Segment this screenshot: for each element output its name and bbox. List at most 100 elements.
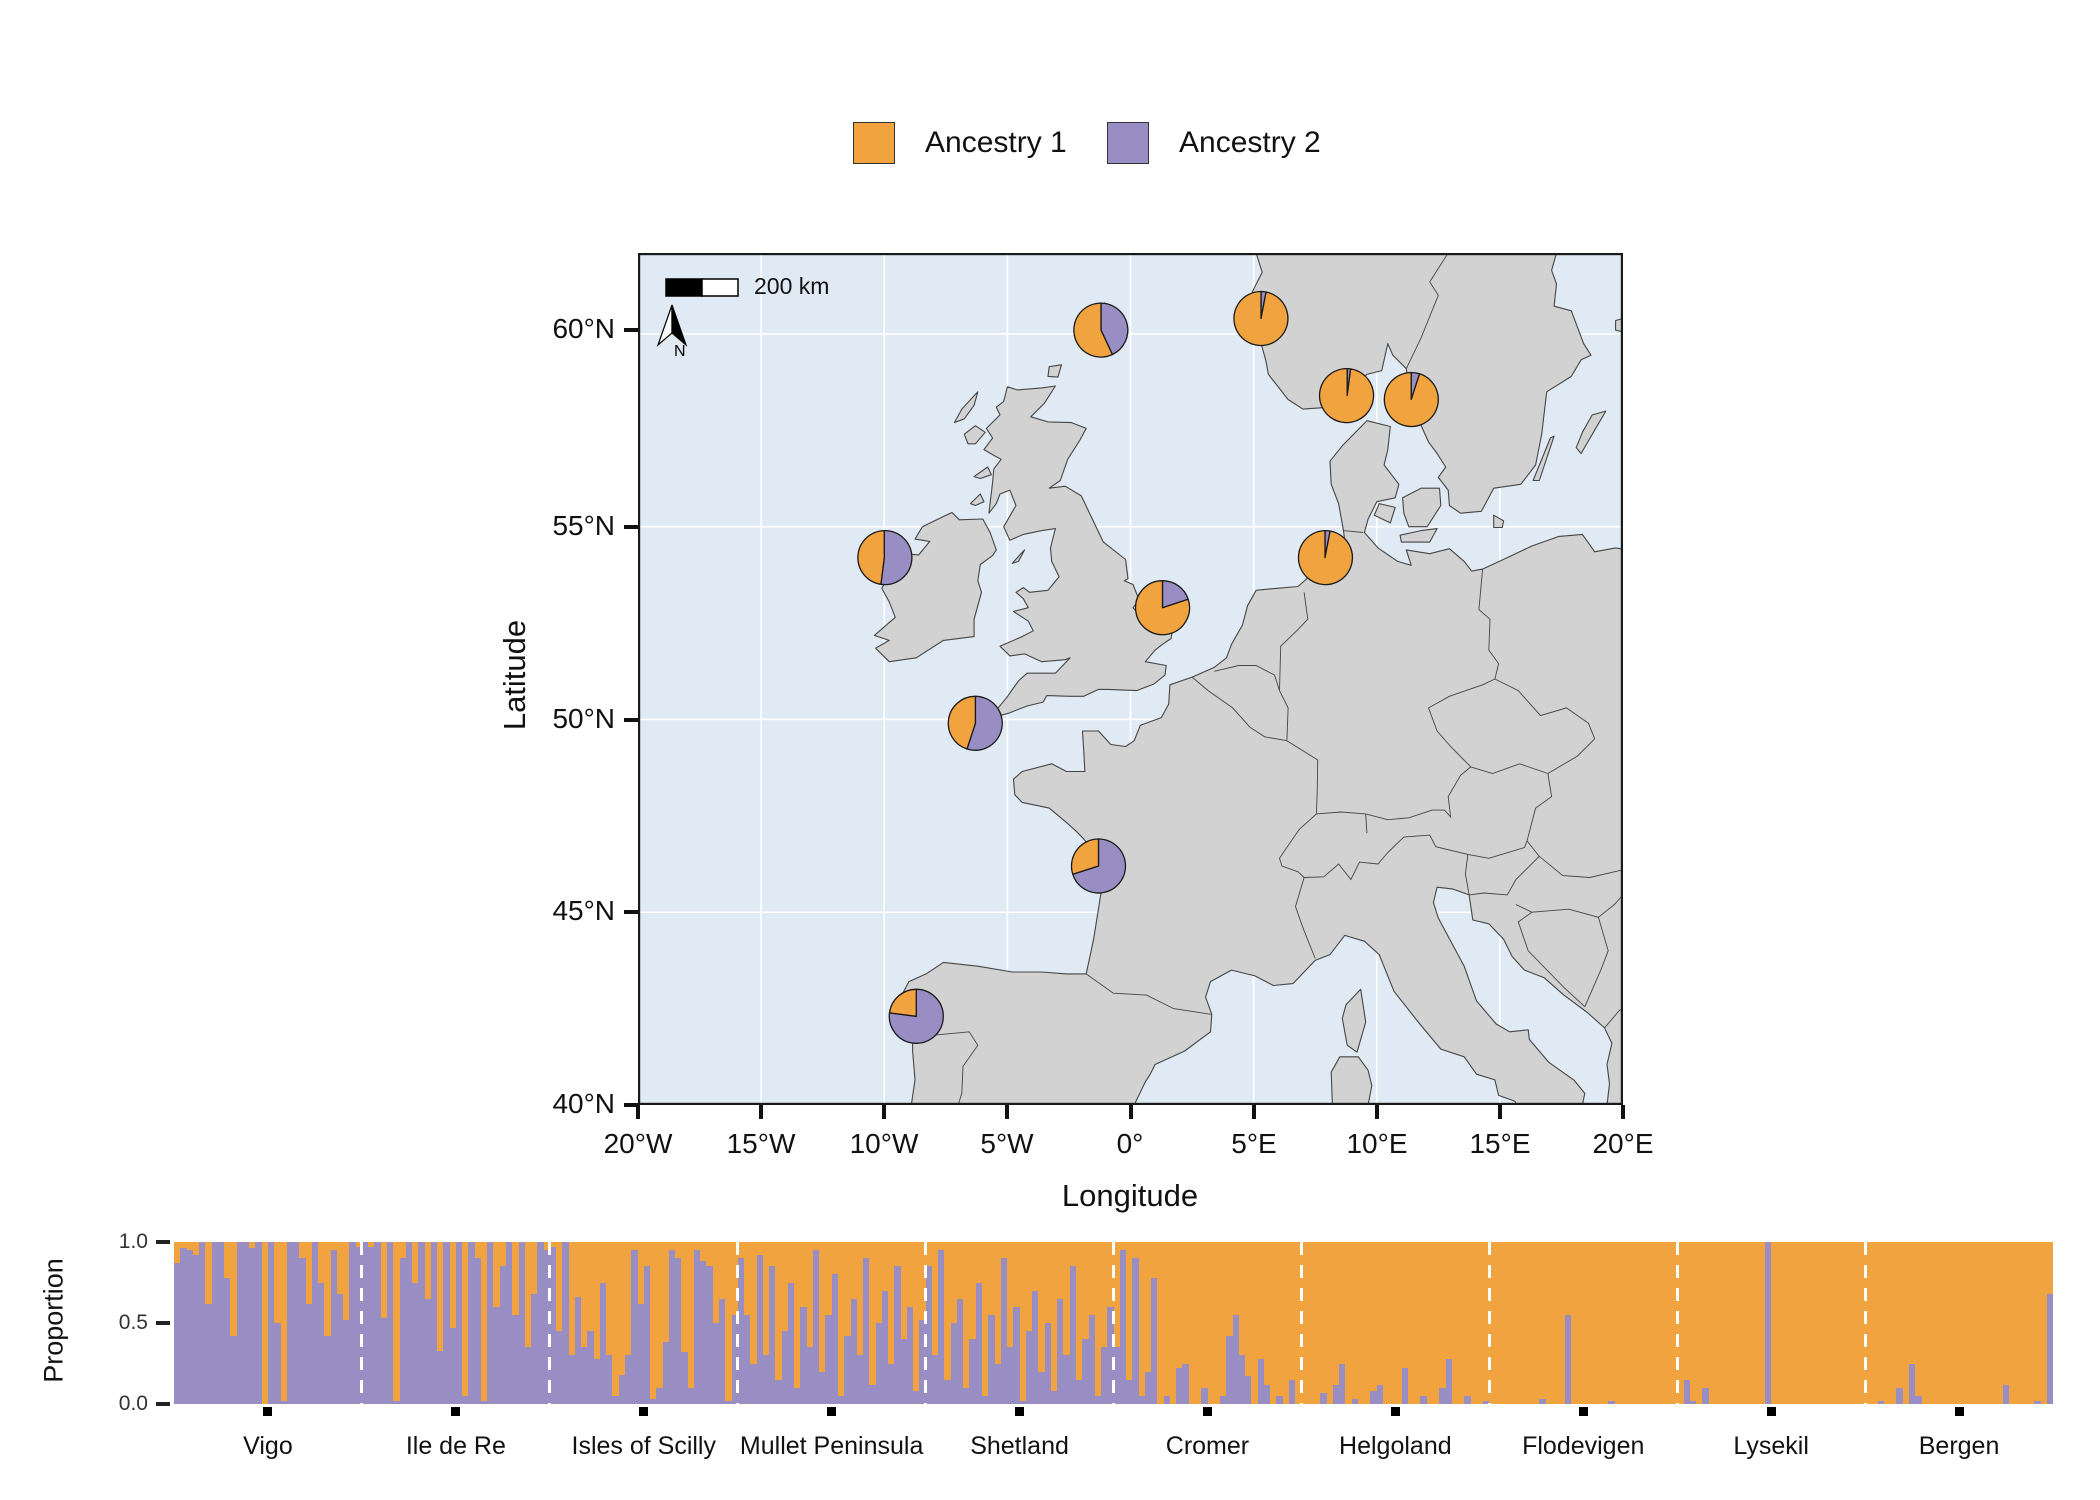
admixture-bar: [769, 1242, 776, 1404]
admixture-bar: [700, 1242, 707, 1404]
ancestry2-segment: [199, 1242, 206, 1404]
country-border: [1365, 766, 1472, 821]
admixture-bar: [192, 1242, 200, 1404]
admixture-bar: [581, 1242, 588, 1404]
admixture-bar: [913, 1242, 920, 1404]
lon-tick-20W: [636, 1105, 640, 1119]
ancestry2-segment: [224, 1277, 231, 1404]
admixture-bar: [1401, 1242, 1408, 1404]
land-island: [1402, 487, 1442, 528]
admixture-bar: [1802, 1242, 1809, 1404]
ancestry2-segment: [305, 1303, 312, 1404]
admixture-bar: [1107, 1242, 1114, 1404]
lat-tick-40N: [624, 1103, 638, 1107]
ancestry2-segment: [769, 1266, 776, 1404]
admixture-bar: [1138, 1242, 1145, 1404]
admix-group-cromer: [1113, 1242, 1302, 1404]
ancestry2-segment: [236, 1242, 243, 1404]
admixture-bar: [1921, 1242, 1928, 1404]
admixture-bar: [1858, 1242, 1866, 1404]
country-border: [1494, 678, 1596, 739]
ancestry2-segment: [449, 1327, 456, 1404]
country-border: [1365, 813, 1368, 834]
admixture-bar: [349, 1242, 356, 1404]
ancestry2-segment: [800, 1306, 807, 1404]
admixture-bar: [1627, 1242, 1634, 1404]
admixture-bar: [1595, 1242, 1603, 1404]
ancestry2-segment: [1370, 1391, 1377, 1404]
lon-label: 5°W: [980, 1128, 1034, 1159]
admixture-bar: [1577, 1242, 1584, 1404]
admixture-bar: [1288, 1242, 1296, 1404]
admixture-bar: [618, 1242, 625, 1404]
ancestry2-segment: [1107, 1306, 1114, 1404]
group-separator: [548, 1242, 552, 1404]
ancestry2-segment: [1176, 1368, 1183, 1404]
admixture-bar: [1614, 1242, 1621, 1404]
admixture-bar: [518, 1242, 525, 1404]
admixture-bar: [906, 1242, 914, 1404]
ancestry2-segment: [1245, 1376, 1252, 1404]
admixture-bar: [668, 1242, 676, 1404]
ancestry2-segment: [1113, 1347, 1120, 1404]
land-island: [963, 425, 986, 445]
ancestry2-segment: [812, 1250, 820, 1404]
lon-label: 10°W: [849, 1128, 919, 1159]
ancestry2-segment: [850, 1298, 857, 1404]
ancestry2-segment: [499, 1266, 507, 1404]
country-border: [1427, 678, 1496, 768]
ancestry2-segment: [856, 1355, 864, 1404]
admixture-bar: [324, 1242, 331, 1404]
admixture-bar: [2028, 1242, 2035, 1404]
ancestry2-segment: [831, 1274, 838, 1404]
group-label: Isles of Scilly: [571, 1432, 716, 1460]
country-border: [1295, 877, 1316, 959]
country-border: [1478, 569, 1500, 680]
admixture-bar: [1433, 1242, 1440, 1404]
admixture-bar: [1013, 1242, 1020, 1404]
ancestry2-segment: [1119, 1250, 1127, 1404]
land-island: [1047, 364, 1063, 378]
country-border: [1464, 854, 1470, 895]
ancestry2-segment: [593, 1358, 600, 1404]
country-border: [1279, 592, 1309, 691]
admixture-bar: [706, 1242, 713, 1404]
admixture-bar: [480, 1242, 488, 1404]
admixture-bar: [1007, 1242, 1014, 1404]
ancestry2-segment: [1220, 1395, 1227, 1404]
admixture-bar: [1176, 1242, 1183, 1404]
country-border: [1191, 676, 1287, 742]
group-label: Cromer: [1165, 1432, 1250, 1460]
ancestry2-segment: [656, 1387, 663, 1404]
admixture-bar: [1708, 1242, 1715, 1404]
admixture-bar: [1332, 1242, 1340, 1404]
admixture-bar: [2009, 1242, 2016, 1404]
admixture-bar: [2003, 1242, 2010, 1404]
ancestry2-segment: [693, 1250, 701, 1404]
land-island: [1330, 1056, 1373, 1105]
admix-ytick-label: 1.0: [118, 1230, 148, 1253]
group-label: Shetland: [970, 1432, 1069, 1460]
admixture-bar: [361, 1242, 369, 1404]
admixture-bar: [863, 1242, 870, 1404]
ancestry2-segment: [1376, 1384, 1383, 1404]
ancestry2-segment: [1151, 1277, 1158, 1404]
admixture-bar: [311, 1242, 319, 1404]
pie-mullet-peninsula: [857, 529, 913, 586]
group-label: Bergen: [1918, 1432, 2000, 1460]
admixture-bar: [1733, 1242, 1740, 1404]
admixture-bar: [255, 1242, 262, 1404]
admixture-bar: [593, 1242, 600, 1404]
ancestry2-segment: [869, 1384, 876, 1404]
scale-bar-label: 200 km: [754, 273, 829, 299]
ancestry2-segment: [750, 1363, 757, 1404]
ancestry2-segment: [1182, 1363, 1189, 1404]
ancestry2-segment: [1401, 1368, 1408, 1404]
legend-label: Ancestry 1: [925, 126, 1067, 159]
map-svg: 200 km N: [638, 253, 1623, 1105]
ancestry2-segment: [1226, 1335, 1233, 1404]
ancestry2-segment: [455, 1242, 463, 1404]
admixture-bar: [1126, 1242, 1133, 1404]
admixture-bar: [537, 1242, 544, 1404]
admixture-bar: [230, 1242, 237, 1404]
